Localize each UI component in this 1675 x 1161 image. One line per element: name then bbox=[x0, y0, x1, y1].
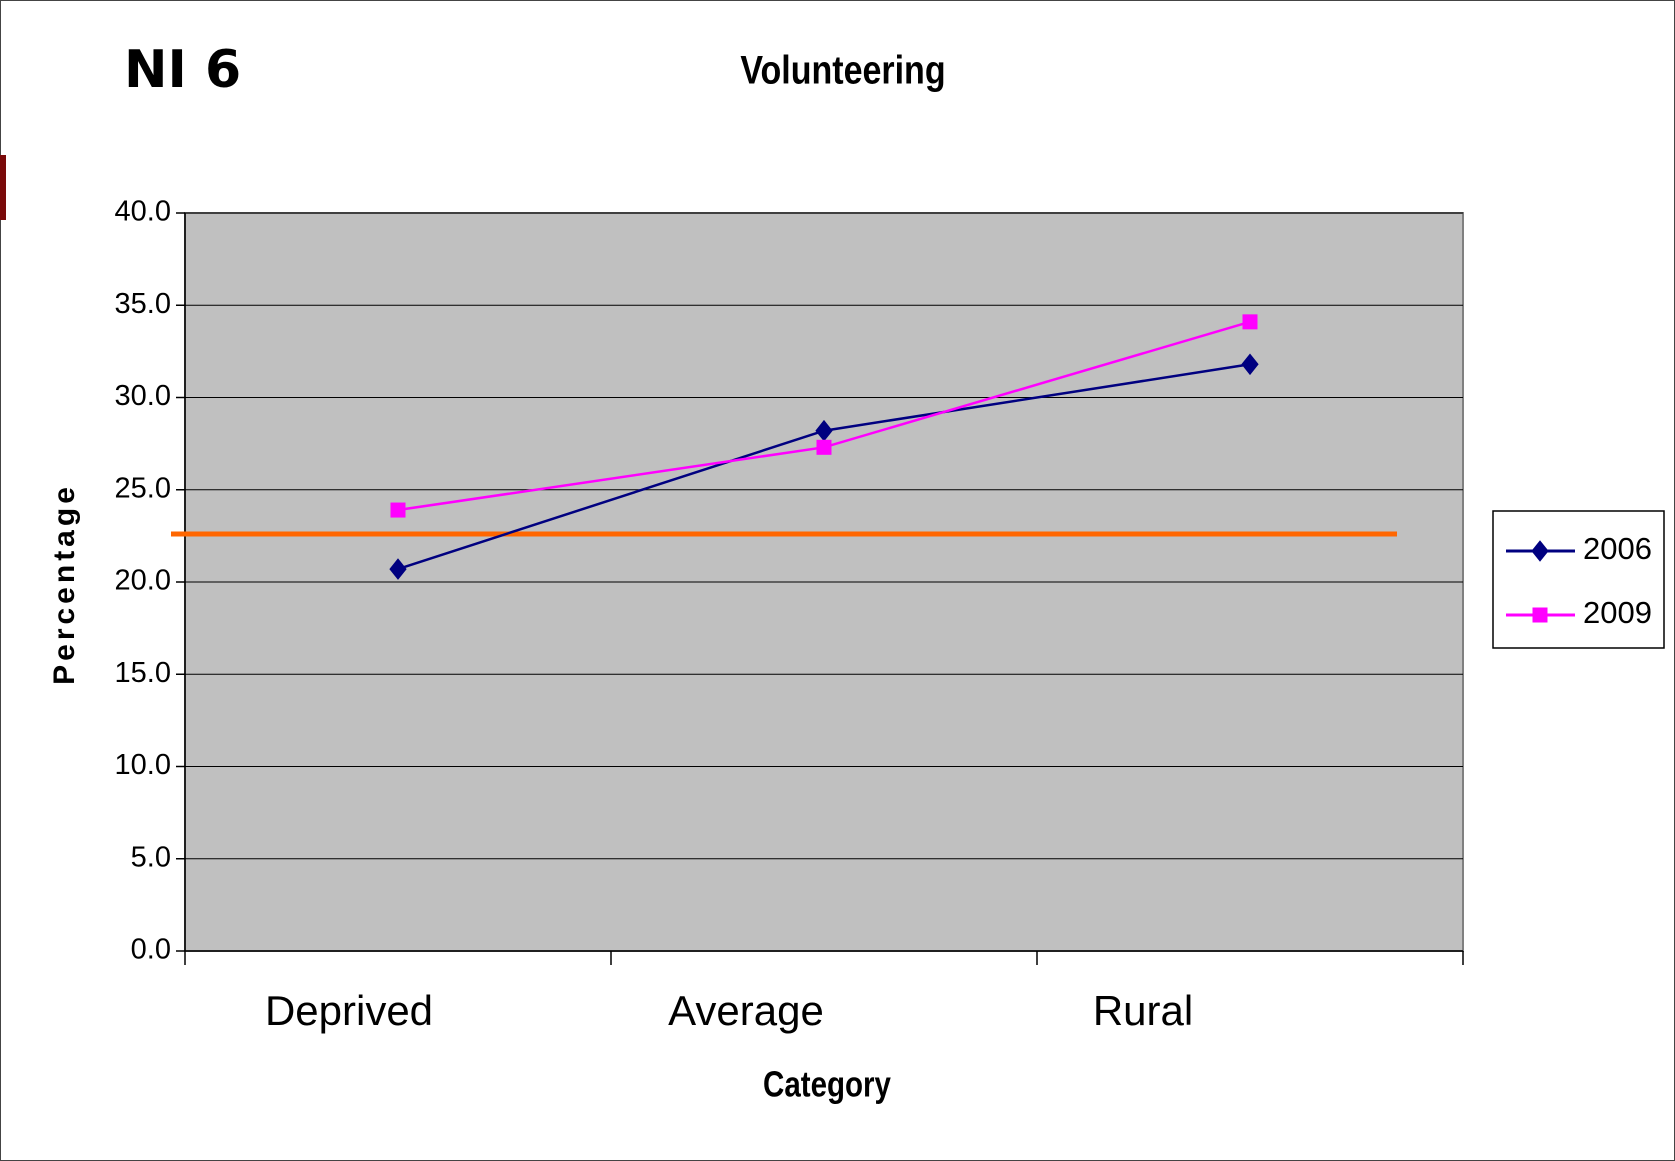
y-tick-label: 35.0 bbox=[115, 288, 171, 320]
y-tick-label: 10.0 bbox=[115, 749, 171, 781]
chart-title: Volunteering bbox=[740, 47, 945, 92]
legend-box bbox=[1492, 510, 1665, 649]
side-accent bbox=[0, 155, 6, 220]
y-tick-label: 25.0 bbox=[115, 472, 171, 504]
legend-label: 2006 bbox=[1583, 531, 1652, 566]
y-tick-label: 20.0 bbox=[115, 565, 171, 597]
data-point bbox=[389, 558, 407, 580]
data-point bbox=[1241, 353, 1259, 376]
y-tick-label: 30.0 bbox=[115, 380, 171, 412]
slide-label: NI 6 bbox=[124, 40, 241, 100]
data-point bbox=[390, 502, 406, 518]
x-tick-label: Deprived bbox=[265, 987, 433, 1034]
legend-label: 2009 bbox=[1583, 595, 1652, 630]
x-tick-label: Average bbox=[668, 987, 824, 1034]
data-point bbox=[1242, 314, 1258, 330]
y-tick-label: 0.0 bbox=[131, 934, 171, 966]
x-axis-label: Category bbox=[763, 1064, 892, 1104]
y-axis-label: Percentage bbox=[48, 483, 81, 685]
y-tick-label: 40.0 bbox=[115, 196, 171, 228]
legend-marker bbox=[1532, 607, 1548, 623]
y-tick-label: 5.0 bbox=[131, 841, 171, 873]
data-point bbox=[816, 439, 832, 455]
x-tick-label: Rural bbox=[1093, 987, 1193, 1034]
legend-marker bbox=[1531, 540, 1549, 562]
y-tick-label: 15.0 bbox=[115, 657, 171, 689]
